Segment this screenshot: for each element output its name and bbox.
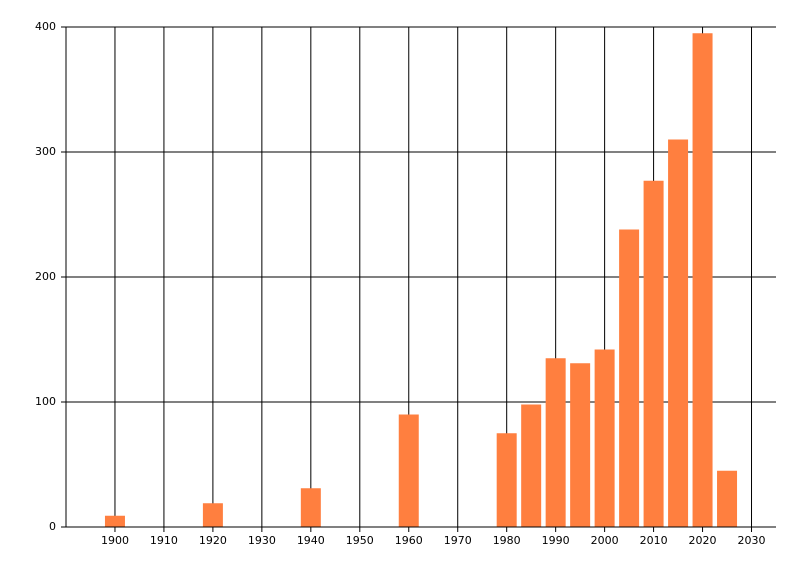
y-tick-label: 100 xyxy=(35,395,56,408)
bar xyxy=(692,33,713,527)
x-tick-label: 2000 xyxy=(591,534,619,547)
bar xyxy=(521,404,542,527)
y-tick-label: 400 xyxy=(35,20,56,33)
bar xyxy=(643,180,664,527)
bar xyxy=(717,470,738,527)
y-tick-label: 200 xyxy=(35,270,56,283)
bar xyxy=(104,515,125,527)
x-tick-label: 1920 xyxy=(199,534,227,547)
x-tick-label: 2030 xyxy=(738,534,766,547)
x-tick-label: 1990 xyxy=(542,534,570,547)
x-tick-label: 1960 xyxy=(395,534,423,547)
x-tick-label: 1900 xyxy=(101,534,129,547)
x-tick-label: 2010 xyxy=(640,534,668,547)
bar xyxy=(300,488,321,527)
bar xyxy=(668,139,689,527)
y-tick-label: 0 xyxy=(49,520,56,533)
bar xyxy=(545,358,566,527)
bar xyxy=(398,414,419,527)
y-tick-label: 300 xyxy=(35,145,56,158)
bar xyxy=(594,349,615,527)
x-tick-label: 1950 xyxy=(346,534,374,547)
bar xyxy=(202,503,223,527)
x-tick-label: 1930 xyxy=(248,534,276,547)
x-tick-label: 2020 xyxy=(689,534,717,547)
x-tick-label: 1980 xyxy=(493,534,521,547)
x-tick-label: 1910 xyxy=(150,534,178,547)
x-tick-label: 1970 xyxy=(444,534,472,547)
bar xyxy=(496,433,517,527)
bar xyxy=(570,363,591,527)
bar xyxy=(619,229,640,527)
x-tick-label: 1940 xyxy=(297,534,325,547)
